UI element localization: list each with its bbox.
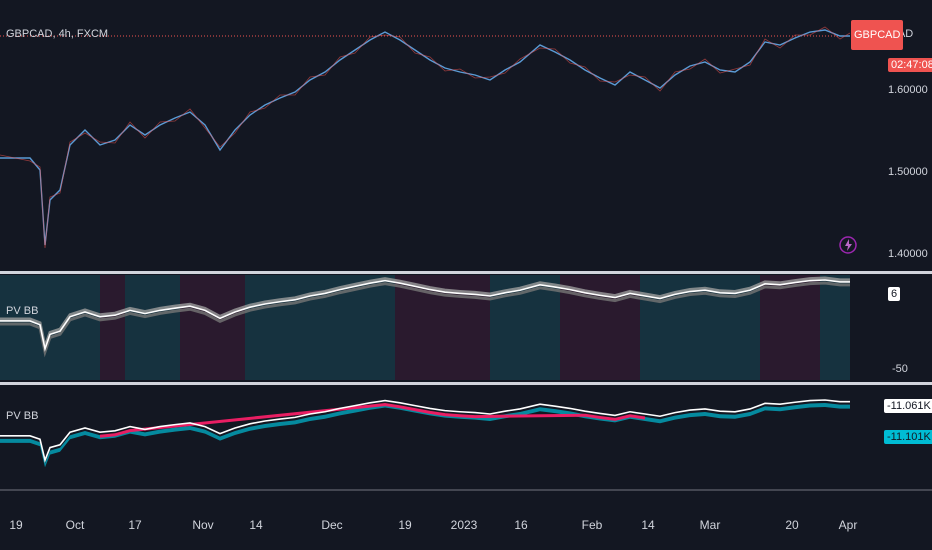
background-band: [820, 275, 850, 380]
background-band: [125, 275, 180, 380]
time-tick: 19: [398, 518, 412, 532]
price-tick-3: 1.40000: [888, 248, 928, 260]
pv-line: [0, 279, 850, 352]
background-band: [0, 275, 100, 380]
background-band: [100, 275, 125, 380]
price-candles: [0, 29, 850, 246]
price-tick-2: 1.50000: [888, 166, 928, 178]
band-pink: [99, 403, 646, 438]
time-tick: Apr: [838, 518, 858, 532]
time-tick: 16: [514, 518, 528, 532]
lightning-bolt-icon[interactable]: [845, 239, 852, 251]
indicator-pane-1[interactable]: PV BB: [0, 275, 880, 380]
indicator-2-value-1: -11.061K: [884, 399, 932, 413]
band-lower: [0, 281, 850, 358]
band-fill-blue: [0, 403, 850, 468]
time-tick: 14: [641, 518, 655, 532]
time-axis-separator: [0, 489, 932, 491]
indicator-1-top-value: 6: [888, 287, 901, 301]
price-candles-down: [0, 26, 851, 249]
indicator-1-chart[interactable]: [0, 275, 880, 380]
time-tick: 2023: [450, 518, 478, 532]
band-upper: [0, 276, 850, 353]
time-tick: Dec: [321, 518, 343, 532]
time-tick: 14: [249, 518, 263, 532]
indicator-2-legend[interactable]: PV BB: [6, 410, 39, 422]
indicator-pane-2[interactable]: PV BB: [0, 386, 880, 489]
symbol-tag: GBPCAD: [851, 20, 904, 50]
pv-line-2: [0, 399, 850, 463]
replay-button-ring[interactable]: [839, 236, 857, 254]
background-band: [210, 275, 245, 380]
indicator-1-background: [0, 275, 850, 380]
indicator-2-value-2: -11.101K: [884, 430, 932, 444]
background-band: [760, 275, 820, 380]
time-tick: 17: [128, 518, 142, 532]
indicator-1-bottom-value: -50: [892, 363, 908, 375]
price-pane[interactable]: GBPCAD, 4h, FXCM: [0, 0, 880, 270]
indicator-2-chart[interactable]: [0, 386, 880, 489]
countdown-tag: 02:47:08: [888, 58, 932, 72]
background-band: [180, 275, 210, 380]
time-tick: 20: [785, 518, 799, 532]
price-axis[interactable]: CAD GBPCAD 02:47:08 1.60000 1.50000 1.40…: [851, 0, 932, 270]
time-tick: Nov: [192, 518, 214, 532]
indicator-1-legend[interactable]: PV BB: [6, 305, 39, 317]
time-tick: 19: [9, 518, 23, 532]
time-tick: Feb: [581, 518, 603, 532]
price-chart[interactable]: [0, 0, 880, 270]
pane-separator[interactable]: [0, 271, 932, 274]
price-tick-1: 1.60000: [888, 84, 928, 96]
pane-separator-2[interactable]: [0, 382, 932, 385]
indicator-2-axis[interactable]: -11.061K -11.101K: [880, 386, 932, 489]
indicator-1-axis[interactable]: 6 -50: [880, 275, 932, 380]
background-band: [245, 275, 395, 380]
time-tick: Oct: [65, 518, 85, 532]
symbol-legend[interactable]: GBPCAD, 4h, FXCM: [6, 28, 109, 40]
time-tick: Mar: [699, 518, 721, 532]
